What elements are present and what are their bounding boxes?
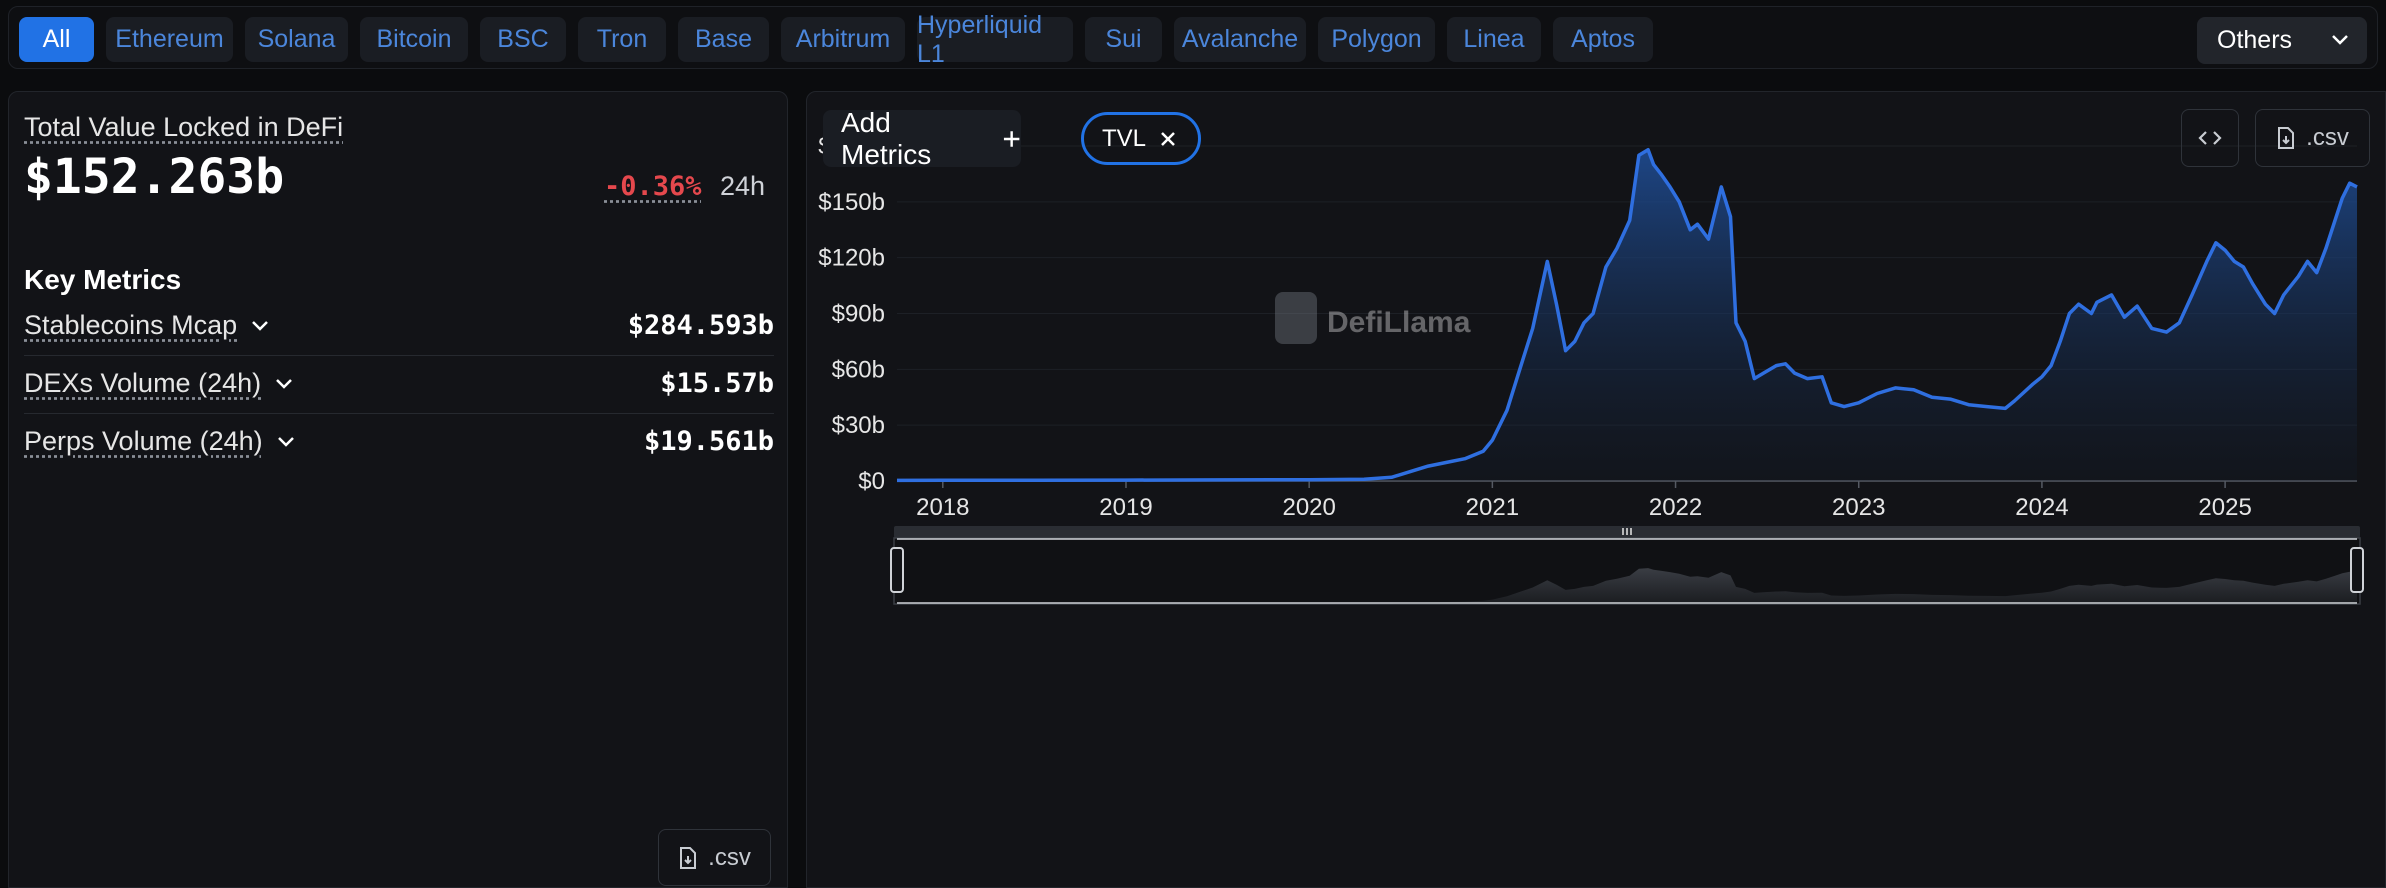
metric-toggle-dexs-volume[interactable]: DEXs Volume (24h) [24,368,293,399]
tvl-label: Total Value Locked in DeFi [24,112,344,142]
y-tick-label: $30b [832,412,885,439]
chain-tab-label: Ethereum [115,25,224,53]
tvl-value: $152.263b [24,149,285,205]
chain-tab-label: BSC [497,25,549,53]
watermark-text: DefiLlama [1327,306,1471,339]
chart-panel: $0$30b$60b$90b$120b$150b$180b20182019202… [806,91,2386,888]
chain-tab-label: Tron [596,25,648,53]
download-csv-button[interactable]: .csv [658,829,771,886]
y-tick-label: $60b [832,356,885,383]
chain-tab-ethereum[interactable]: Ethereum [106,17,233,62]
chain-tab-bitcoin[interactable]: Bitcoin [360,17,468,62]
metric-value: $284.593b [627,310,774,341]
chevron-down-icon [276,378,292,389]
metric-row-stablecoins[interactable]: Stablecoins Mcap $284.593b [24,298,774,356]
chain-tab-label: Arbitrum [795,25,891,53]
chain-tab-base[interactable]: Base [678,17,769,62]
x-tick-label: 2020 [1282,494,1335,521]
tvl-chart: $0$30b$60b$90b$120b$150b$180b20182019202… [818,133,2364,605]
summary-panel: Total Value Locked in DeFi $152.263b -0.… [8,91,788,888]
chain-tab-label: Polygon [1331,25,1422,53]
chain-tab-label: Linea [1463,25,1525,53]
chain-tab-sui[interactable]: Sui [1085,17,1162,62]
metric-name: DEXs Volume (24h) [24,368,262,398]
metric-pill-label: TVL [1102,124,1147,152]
metric-name: Stablecoins Mcap [24,310,238,340]
llama-icon [1275,292,1317,344]
tvl-change-period: 24h [720,171,766,201]
tvl-change-24h: -0.36% [604,171,702,202]
chain-tab-aptos[interactable]: Aptos [1553,17,1653,62]
metric-toggle-stablecoins[interactable]: Stablecoins Mcap [24,310,269,341]
add-metrics-button[interactable]: Add Metrics [823,107,1021,170]
chain-tab-label: Base [695,25,752,53]
chain-tab-hyperliquid-l1[interactable]: Hyperliquid L1 [917,11,1073,68]
tvl-line [896,147,2358,483]
y-tick-label: $150b [818,189,885,216]
add-metrics-label: Add Metrics [841,106,932,170]
chain-tab-linea[interactable]: Linea [1447,17,1541,62]
chain-tab-arbitrum[interactable]: Arbitrum [781,17,905,62]
others-dropdown[interactable]: Others [2197,17,2367,64]
range-handle-left[interactable] [890,547,904,593]
chain-tab-avalanche[interactable]: Avalanche [1174,17,1306,62]
metric-value: $15.57b [660,368,774,399]
embed-code-button[interactable] [2181,109,2239,167]
metric-value: $19.561b [643,426,774,457]
chain-tab-label: Sui [1105,25,1142,53]
y-tick-label: $0 [858,468,885,495]
chain-tab-bsc[interactable]: BSC [480,17,566,62]
chevron-down-icon [2332,35,2348,45]
x-tick-label: 2021 [1466,494,1519,521]
range-slider-preview [897,568,2357,604]
file-download-icon [680,846,697,869]
range-handle-right[interactable] [2350,547,2364,593]
plus-icon [1003,130,1020,147]
x-tick-label: 2023 [1832,494,1885,521]
x-tick-label: 2019 [1099,494,1152,521]
csv-label: .csv [708,843,751,871]
x-tick-label: 2018 [916,494,969,521]
key-metrics-title: Key Metrics [24,264,182,295]
close-icon[interactable] [1160,131,1176,147]
metric-pill-tvl[interactable]: TVL [1081,112,1201,165]
chain-tab-tron[interactable]: Tron [578,17,666,62]
x-tick-label: 2024 [2015,494,2068,521]
chevron-down-icon [277,436,294,447]
metric-row-dexs-volume[interactable]: DEXs Volume (24h) $15.57b [24,356,774,414]
chart-csv-button[interactable]: .csv [2255,109,2370,167]
chain-tab-label: Avalanche [1181,25,1299,53]
chevron-down-icon [252,320,269,331]
chain-tab-polygon[interactable]: Polygon [1318,17,1435,62]
y-tick-label: $90b [832,301,885,328]
others-label: Others [2217,26,2293,54]
chain-tab-label: Hyperliquid L1 [917,10,1043,68]
tvl-area [897,149,2357,481]
chain-tab-label: All [42,25,71,53]
csv-label: .csv [2306,124,2349,151]
x-tick-label: 2022 [1649,494,1702,521]
x-tick-label: 2025 [2198,494,2251,521]
metric-name: Perps Volume (24h) [24,426,263,456]
chain-tab-label: Bitcoin [376,25,452,53]
defillama-logo [1275,292,1317,344]
metric-row-perps-volume[interactable]: Perps Volume (24h) $19.561b [24,414,774,472]
file-download-icon [2278,127,2295,149]
metric-toggle-perps-volume[interactable]: Perps Volume (24h) [24,426,295,457]
code-icon [2198,131,2222,145]
chain-tab-solana[interactable]: Solana [245,17,348,62]
chain-tab-all[interactable]: All [19,17,94,62]
chain-tab-label: Solana [257,25,336,53]
chain-tab-label: Aptos [1571,25,1635,53]
chain-selector-bar: All Ethereum Solana Bitcoin BSC Tron Base Arbit… [8,6,2378,69]
y-tick-label: $120b [818,245,885,272]
